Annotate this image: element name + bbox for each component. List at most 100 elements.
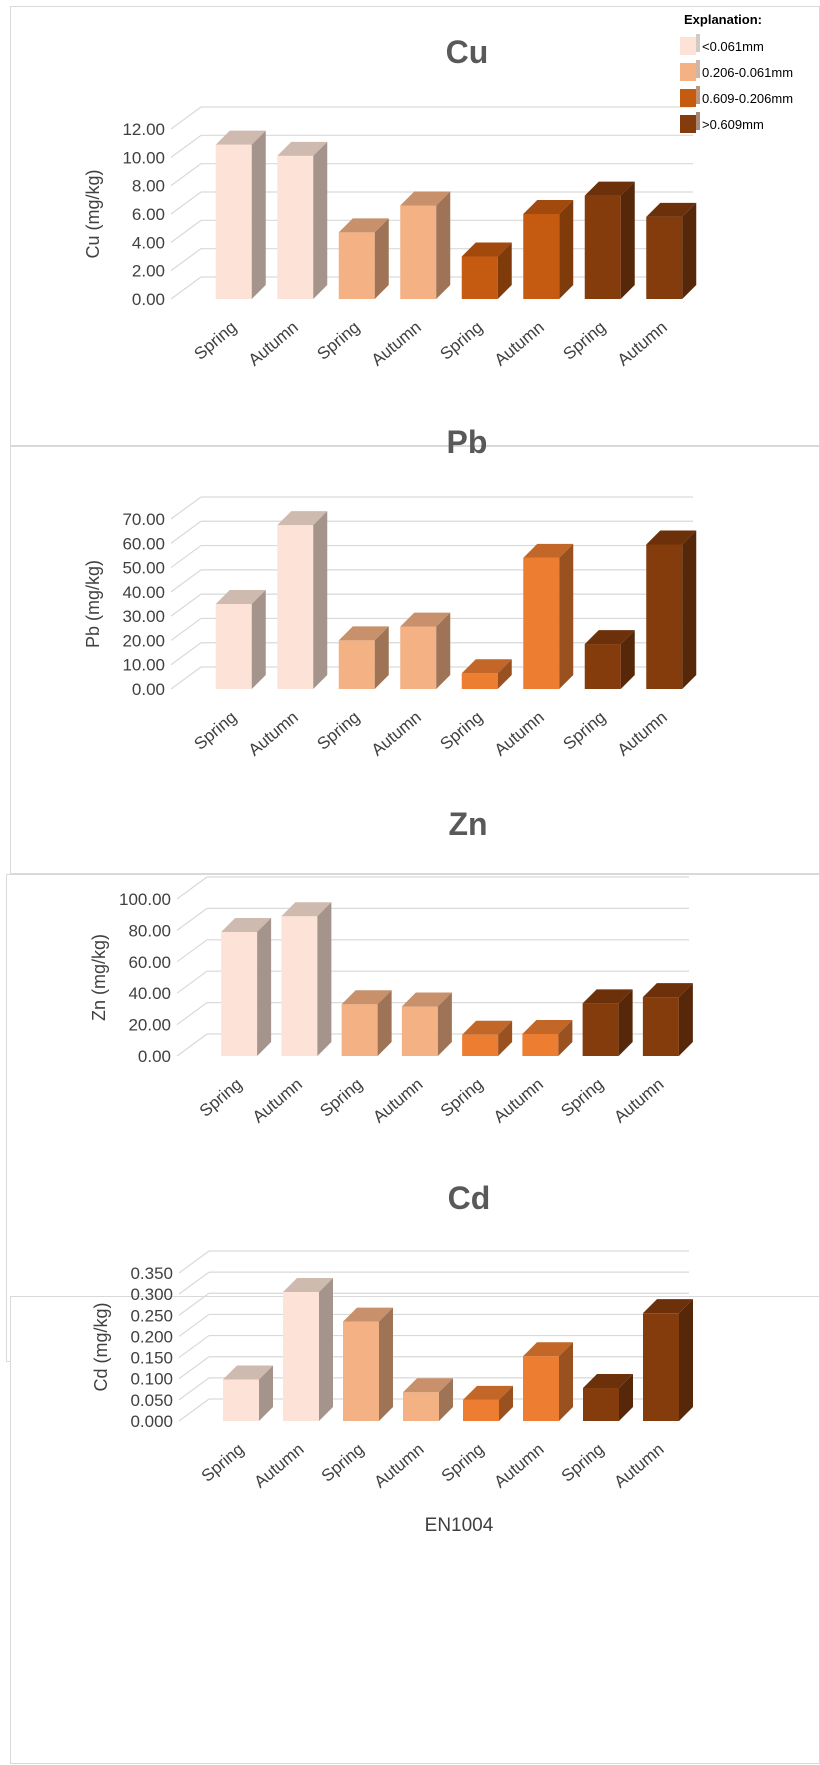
gridline-diag xyxy=(176,939,208,963)
gridline-diag xyxy=(178,1271,210,1295)
gridline-diag xyxy=(170,134,202,158)
gridline-diag xyxy=(176,1002,208,1026)
x-tick-label: Spring xyxy=(559,708,609,754)
bar xyxy=(283,1278,333,1421)
bar xyxy=(341,990,392,1056)
x-tick-label: Autumn xyxy=(250,1440,307,1492)
legend-swatch xyxy=(680,115,696,133)
legend-label: <0.061mm xyxy=(702,38,764,54)
y-tick-label: 10.00 xyxy=(122,656,165,675)
x-tick-label: Autumn xyxy=(614,318,671,370)
bar xyxy=(523,543,574,689)
bar xyxy=(401,992,452,1056)
y-tick-label: 0.200 xyxy=(130,1327,173,1346)
x-tick-label: Spring xyxy=(313,318,363,364)
legend-title: Explanation: xyxy=(684,12,763,27)
gridline-diag xyxy=(170,617,202,641)
bar xyxy=(215,130,266,299)
bar xyxy=(338,626,389,689)
chart-title: Pb xyxy=(447,424,488,460)
y-tick-label: 40.00 xyxy=(128,984,171,1003)
y-tick-label: 20.00 xyxy=(128,1016,171,1035)
bar xyxy=(646,202,697,299)
x-tick-label: Autumn xyxy=(491,318,548,370)
y-tick-label: 50.00 xyxy=(122,559,165,578)
bar xyxy=(215,590,266,689)
y-tick-label: 0.150 xyxy=(130,1349,173,1368)
x-tick-label: Spring xyxy=(313,708,363,754)
y-tick-label: 0.100 xyxy=(130,1370,173,1389)
legend-item-0: <0.061mm xyxy=(680,33,818,59)
y-tick-label: 80.00 xyxy=(128,921,171,940)
x-tick-label: Spring xyxy=(557,1075,607,1121)
x-tick-label: Autumn xyxy=(614,708,671,760)
y-tick-label: 0.00 xyxy=(132,290,165,309)
gridline-diag xyxy=(178,1377,210,1401)
gridline-diag xyxy=(176,907,208,931)
bar xyxy=(646,530,697,689)
y-tick-label: 100.00 xyxy=(119,890,171,909)
x-tick-label: Spring xyxy=(436,708,486,754)
legend-label: 0.206-0.061mm xyxy=(702,64,794,80)
x-tick-label: Spring xyxy=(436,318,486,364)
bar xyxy=(281,902,332,1056)
chart-svg-zn: Zn 0.00 20.00 40.00 60.00 80.00 100.00 Zn (mg/k… xyxy=(89,806,693,1127)
y-tick-label: 0.050 xyxy=(130,1391,173,1410)
gridline-diag xyxy=(176,1033,208,1057)
x-tick-label: Autumn xyxy=(490,1075,547,1127)
x-tick-label: Autumn xyxy=(245,708,302,760)
bar xyxy=(643,1299,693,1421)
x-tick-label: Autumn xyxy=(370,1440,427,1492)
gridline-diag xyxy=(178,1335,210,1359)
y-tick-label: 20.00 xyxy=(122,631,165,650)
gridline-diag xyxy=(170,106,202,130)
y-tick-label: 10.00 xyxy=(122,148,165,167)
bar xyxy=(343,1307,393,1421)
gridline-diag xyxy=(178,1313,210,1337)
chart-title: Zn xyxy=(448,806,487,842)
gridline-diag xyxy=(170,520,202,544)
bar xyxy=(400,191,451,299)
y-tick-label: 6.00 xyxy=(132,205,165,224)
bar xyxy=(277,511,328,689)
gridline-diag xyxy=(170,593,202,617)
legend-swatch xyxy=(680,37,696,55)
gridline-diag xyxy=(170,545,202,569)
bar xyxy=(584,630,635,689)
y-tick-label: 0.00 xyxy=(132,680,165,699)
y-axis-label: Pb (mg/kg) xyxy=(83,560,103,648)
y-tick-label: 40.00 xyxy=(122,583,165,602)
gridline-diag xyxy=(170,666,202,690)
gridline-diag xyxy=(176,876,208,900)
x-tick-label: Spring xyxy=(196,1075,246,1121)
chart-svg-pb: Pb 0.00 10.00 20.00 30.00 40.00 50.00 60.00 70.0… xyxy=(83,424,697,760)
x-tick-label: Autumn xyxy=(491,708,548,760)
gridline-diag xyxy=(176,970,208,994)
y-tick-label: 0.00 xyxy=(138,1047,171,1066)
gridline-diag xyxy=(170,276,202,300)
y-tick-label: 0.250 xyxy=(130,1306,173,1325)
y-tick-label: 2.00 xyxy=(132,262,165,281)
bar xyxy=(522,1020,573,1056)
bar xyxy=(400,612,451,689)
legend-label: >0.609mm xyxy=(702,116,764,132)
bar xyxy=(523,200,574,299)
x-tick-label: Spring xyxy=(198,1440,248,1486)
x-tick-label: Autumn xyxy=(369,1075,426,1127)
gridline-diag xyxy=(178,1250,210,1274)
x-tick-label: Autumn xyxy=(368,318,425,370)
chart-svg-cu: Cu 0.00 2.00 4.00 6.00 8.00 10.00 12.00 Cu (mg/k… xyxy=(83,34,697,370)
bar xyxy=(461,659,512,689)
bar xyxy=(463,1385,513,1421)
bar xyxy=(582,989,633,1056)
y-tick-label: 8.00 xyxy=(132,177,165,196)
zn-chart-panel: Zn 0.00 20.00 40.00 60.00 80.00 100.00 Zn (mg/k… xyxy=(6,806,820,1362)
y-tick-label: 0.350 xyxy=(130,1264,173,1283)
y-tick-label: 0.000 xyxy=(130,1412,173,1431)
x-tick-label: Spring xyxy=(190,318,240,364)
y-tick-label: 12.00 xyxy=(122,120,165,139)
y-axis-label: Cd (mg/kg) xyxy=(91,1302,111,1391)
bar xyxy=(462,1020,513,1056)
bar xyxy=(523,1342,573,1421)
gridline-diag xyxy=(178,1398,210,1422)
